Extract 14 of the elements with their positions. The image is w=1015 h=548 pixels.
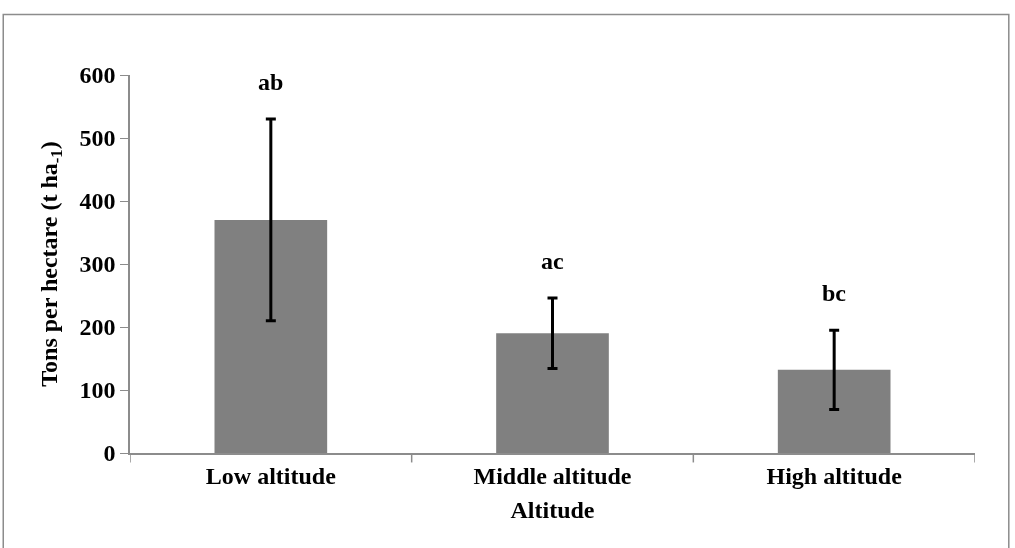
x-tick-label: Middle altitude	[473, 462, 632, 489]
y-tick-label: 200	[79, 314, 116, 341]
y-tick-label: 0	[103, 440, 116, 467]
annotation: bc	[822, 280, 847, 306]
annotation: ab	[258, 69, 284, 95]
y-tick-label: 500	[79, 125, 116, 152]
x-tick-label: Low altitude	[205, 462, 337, 489]
y-tick-label: 300	[79, 251, 116, 278]
y-tick-label: 100	[79, 377, 116, 404]
x-axis-title: Altitude	[510, 497, 595, 524]
annotation: ac	[541, 248, 564, 274]
y-tick-label: 600	[79, 62, 116, 89]
x-tick-label: High altitude	[766, 462, 903, 489]
y-tick-label: 400	[79, 188, 116, 215]
